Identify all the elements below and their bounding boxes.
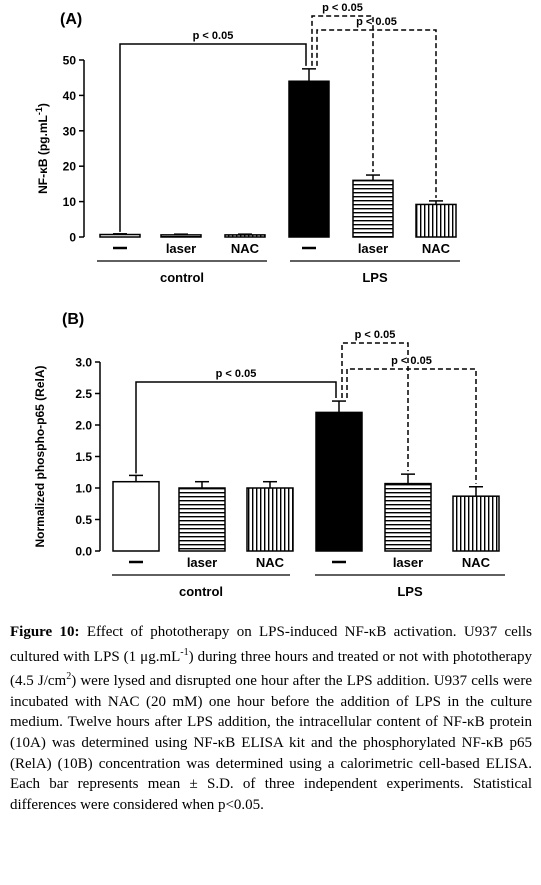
- group-label-b-1: LPS: [397, 584, 423, 599]
- bar-a-1: [160, 234, 202, 238]
- category-label-a-5: NAC: [422, 241, 451, 256]
- bar-b-4: [384, 482, 432, 552]
- significance-label-a-1: p < 0.05: [356, 16, 397, 28]
- bar-a-4: [352, 179, 394, 238]
- caption-text-3: ) were lysed and disrupted one hour afte…: [10, 673, 532, 813]
- y-tick-label-a-0: 0: [69, 231, 76, 245]
- y-tick-label-a-2: 20: [63, 160, 77, 174]
- caption-text-2: ) during three hours and treated or not …: [10, 648, 533, 690]
- group-label-a-0: control: [160, 270, 204, 285]
- category-label-b-1: laser: [187, 555, 217, 570]
- group-label-a-1: LPS: [362, 270, 388, 285]
- bar-b-5: [452, 495, 500, 552]
- bar-b-2: [246, 487, 294, 552]
- caption-sup-2: 2: [66, 671, 72, 683]
- panel-label-b: (B): [62, 311, 84, 328]
- significance-bracket-b-0: [135, 381, 337, 474]
- y-tick-label-b-0: 0.0: [75, 545, 92, 559]
- y-tick-label-a-3: 30: [63, 124, 77, 138]
- category-label-b-2: NAC: [256, 555, 285, 570]
- figure-caption: Figure 10: Effect of phototherapy on LPS…: [10, 622, 532, 815]
- significance-label-b-1: p < 0.05: [391, 355, 432, 367]
- y-tick-label-b-5: 2.5: [75, 387, 92, 401]
- panel-label-a: (A): [60, 11, 82, 28]
- category-label-a-2: NAC: [231, 241, 260, 256]
- significance-bracket-b-1: [346, 368, 477, 484]
- significance-bracket-a-0: [119, 43, 307, 232]
- category-label-b-4: laser: [393, 555, 423, 570]
- y-axis-label-b: Normalized phospho-p65 (RelA): [33, 365, 47, 547]
- category-label-b-5: NAC: [462, 555, 491, 570]
- bar-a-2: [224, 234, 266, 238]
- significance-bracket-b-2: [341, 342, 409, 472]
- y-tick-label-b-6: 3.0: [75, 356, 92, 370]
- bar-a-3: [288, 80, 330, 238]
- significance-label-a-0: p < 0.05: [193, 30, 234, 42]
- caption-text-1: U937 cells cultured with LPS (1 μg.mL: [10, 624, 532, 665]
- bar-b-0: [112, 480, 160, 552]
- bar-b-3: [315, 411, 363, 552]
- y-tick-label-b-2: 1.0: [75, 482, 92, 496]
- significance-label-a-2: p < 0.05: [322, 2, 363, 14]
- y-tick-label-b-3: 1.5: [75, 450, 92, 464]
- bar-a-5: [415, 203, 457, 238]
- category-label-a-1: laser: [166, 241, 196, 256]
- y-tick-label-a-1: 10: [63, 195, 77, 209]
- significance-label-b-2: p < 0.05: [355, 329, 396, 341]
- y-axis-label-a: NF-κB (pg.mL-1): [34, 103, 50, 194]
- category-label-a-4: laser: [358, 241, 388, 256]
- chart-a: (A) 0 10 20 30 40 50 NF-κB (pg.mL-1) laser NAC las…: [34, 2, 460, 285]
- y-tick-label-b-4: 2.0: [75, 419, 92, 433]
- caption-label: Figure 10:: [10, 624, 80, 640]
- y-tick-label-a-5: 50: [63, 54, 77, 68]
- significance-bracket-a-1: [316, 29, 437, 198]
- significance-label-b-0: p < 0.05: [216, 368, 257, 380]
- chart-b: (B) 0.0 0.5 1.0 1.5 2.0 2.5 3.0 Normalized phosp…: [33, 311, 505, 599]
- bar-a-0: [99, 233, 141, 238]
- group-label-b-0: control: [179, 584, 223, 599]
- y-tick-label-a-4: 40: [63, 89, 77, 103]
- caption-title: Effect of phototherapy on LPS-induced NF…: [79, 624, 457, 640]
- y-tick-label-b-1: 0.5: [75, 513, 92, 527]
- bar-b-1: [178, 487, 226, 552]
- significance-bracket-a-2: [311, 15, 374, 173]
- caption-sup-1: -1: [180, 646, 189, 658]
